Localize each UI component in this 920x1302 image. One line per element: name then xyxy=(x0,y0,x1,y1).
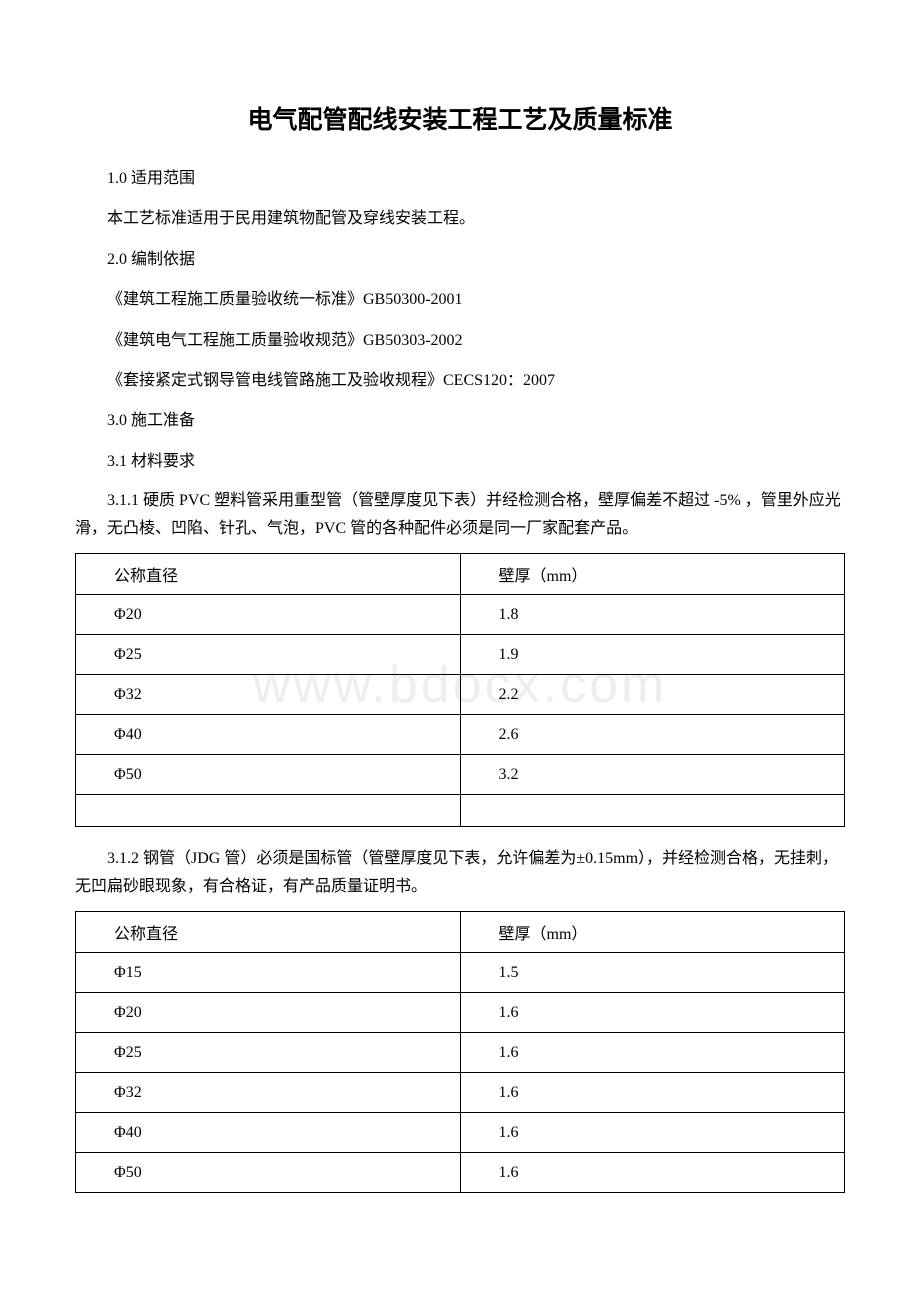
section-2-0-heading: 2.0 编制依据 xyxy=(75,245,845,275)
table-header-cell: 公称直径 xyxy=(76,554,461,595)
section-3-1-heading: 3.1 材料要求 xyxy=(75,447,845,477)
section-3-0-heading: 3.0 施工准备 xyxy=(75,406,845,436)
table-cell: 1.6 xyxy=(460,1113,845,1153)
table-empty-cell xyxy=(460,795,845,827)
table-cell: 1.6 xyxy=(460,1073,845,1113)
table-row: Φ25 1.9 xyxy=(76,635,845,675)
table-cell: Φ25 xyxy=(76,635,461,675)
table-row: Φ20 1.6 xyxy=(76,993,845,1033)
table-cell: Φ40 xyxy=(76,715,461,755)
table-cell: 2.2 xyxy=(460,675,845,715)
table-cell: 1.5 xyxy=(460,953,845,993)
table-cell: 3.2 xyxy=(460,755,845,795)
table-row: Φ15 1.5 xyxy=(76,953,845,993)
table-cell: Φ32 xyxy=(76,675,461,715)
section-1-0-body: 本工艺标准适用于民用建筑物配管及穿线安装工程。 xyxy=(75,204,845,234)
table-cell: Φ50 xyxy=(76,1153,461,1193)
table-cell: Φ50 xyxy=(76,755,461,795)
table-cell: Φ15 xyxy=(76,953,461,993)
table-cell: Φ32 xyxy=(76,1073,461,1113)
table-row: Φ32 1.6 xyxy=(76,1073,845,1113)
table-header-cell: 壁厚（mm） xyxy=(460,912,845,953)
table-cell: 1.6 xyxy=(460,1033,845,1073)
section-2-0-ref3: 《套接紧定式钢导管电线管路施工及验收规程》CECS120：2007 xyxy=(75,366,845,396)
table-empty-cell xyxy=(76,795,461,827)
section-1-0-heading: 1.0 适用范围 xyxy=(75,164,845,194)
table-cell: 1.6 xyxy=(460,993,845,1033)
table-row: Φ50 1.6 xyxy=(76,1153,845,1193)
section-3-1-1-body: 3.1.1 硬质 PVC 塑料管采用重型管（管壁厚度见下表）并经检测合格，壁厚偏… xyxy=(75,487,845,543)
table-row: Φ32 2.2 xyxy=(76,675,845,715)
table-empty-row xyxy=(76,795,845,827)
section-3-1-2-body: 3.1.2 钢管（JDG 管）必须是国标管（管壁厚度见下表，允许偏差为±0.15… xyxy=(75,845,845,901)
table-header-row: 公称直径 壁厚（mm） xyxy=(76,554,845,595)
table-cell: Φ25 xyxy=(76,1033,461,1073)
table-row: Φ20 1.8 xyxy=(76,595,845,635)
section-2-0-ref1: 《建筑工程施工质量验收统一标准》GB50300-2001 xyxy=(75,285,845,315)
table-cell: 1.6 xyxy=(460,1153,845,1193)
document-title: 电气配管配线安装工程工艺及质量标准 xyxy=(75,100,845,136)
section-2-0-ref2: 《建筑电气工程施工质量验收规范》GB50303-2002 xyxy=(75,326,845,356)
table-cell: 1.8 xyxy=(460,595,845,635)
table-cell: Φ40 xyxy=(76,1113,461,1153)
table-row: Φ50 3.2 xyxy=(76,755,845,795)
section-3-1-1-text: 3.1.1 硬质 PVC 塑料管采用重型管（管壁厚度见下表）并经检测合格，壁厚偏… xyxy=(75,487,845,543)
pvc-pipe-table: 公称直径 壁厚（mm） Φ20 1.8 Φ25 1.9 Φ32 2.2 Φ40 … xyxy=(75,553,845,827)
table-row: Φ40 1.6 xyxy=(76,1113,845,1153)
table-row: Φ40 2.6 xyxy=(76,715,845,755)
table-header-row: 公称直径 壁厚（mm） xyxy=(76,912,845,953)
table-cell: Φ20 xyxy=(76,595,461,635)
document-content: 电气配管配线安装工程工艺及质量标准 1.0 适用范围 本工艺标准适用于民用建筑物… xyxy=(75,100,845,1193)
table-row: Φ25 1.6 xyxy=(76,1033,845,1073)
section-3-1-2-text: 3.1.2 钢管（JDG 管）必须是国标管（管壁厚度见下表，允许偏差为±0.15… xyxy=(75,845,845,901)
table-header-cell: 壁厚（mm） xyxy=(460,554,845,595)
steel-pipe-table: 公称直径 壁厚（mm） Φ15 1.5 Φ20 1.6 Φ25 1.6 Φ32 … xyxy=(75,911,845,1193)
table-header-cell: 公称直径 xyxy=(76,912,461,953)
table-cell: Φ20 xyxy=(76,993,461,1033)
table-cell: 1.9 xyxy=(460,635,845,675)
table-cell: 2.6 xyxy=(460,715,845,755)
